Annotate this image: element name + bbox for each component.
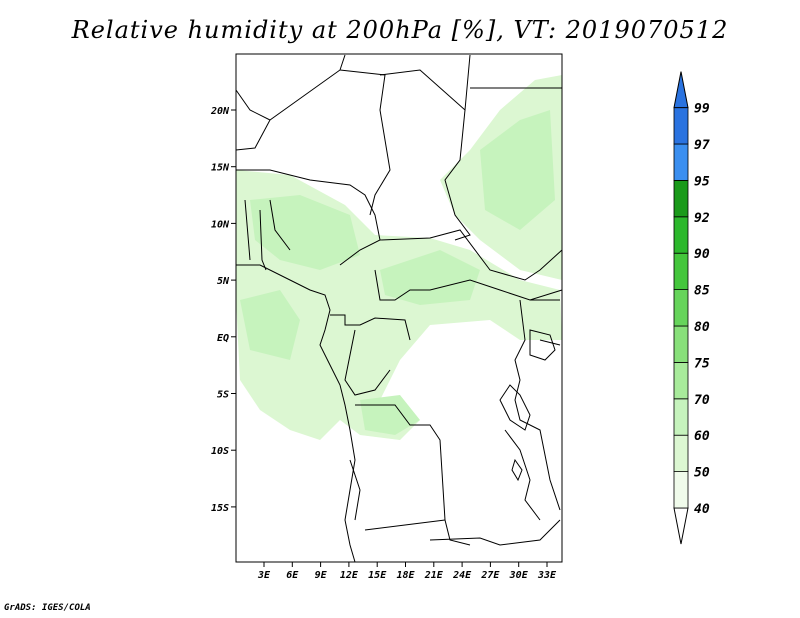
colorbar-level-label: 80 <box>694 320 710 335</box>
colorbar-segment <box>673 361 689 400</box>
colorbar-level-label: 97 <box>694 138 710 153</box>
lon-tick-label: 12E <box>340 570 359 581</box>
colorbar-level-label: 60 <box>694 429 710 444</box>
colorbar-level-label: 99 <box>694 102 710 117</box>
lon-tick-label: 33E <box>537 570 557 581</box>
colorbar-level-label: 70 <box>694 393 710 408</box>
colorbar-segment <box>673 143 689 181</box>
colorbar-level-label: 50 <box>694 466 710 481</box>
colorbar-segment <box>673 434 689 473</box>
colorbar-level-label: 92 <box>694 211 710 226</box>
colorbar-level-label: 75 <box>694 356 710 371</box>
colorbar: 40 50 60 70 75 80 85 90 92 95 97 99 <box>673 71 710 545</box>
colorbar-segment <box>673 289 689 327</box>
colorbar-level-label: 85 <box>694 284 710 299</box>
lon-tick-label: 15E <box>368 570 387 581</box>
grads-credit: GrADS: IGES/COLA <box>4 603 91 613</box>
humidity-core-2 <box>380 250 480 305</box>
lat-tick-label: 5N <box>217 276 230 287</box>
colorbar-level-label: 95 <box>694 174 710 189</box>
colorbar-segment <box>673 216 689 254</box>
colorbar-segment <box>673 471 689 509</box>
lat-tick-label: 10S <box>211 446 229 457</box>
coastline <box>236 264 556 563</box>
lon-tick-label: 24E <box>452 570 472 581</box>
lat-tick-label: 10N <box>211 219 230 230</box>
lat-tick-label: EQ <box>217 333 229 344</box>
map-frame <box>235 53 563 563</box>
lon-tick-label: 27E <box>480 570 500 581</box>
lat-tick-label: 15S <box>211 503 229 514</box>
humidity-shading <box>236 75 562 440</box>
colorbar-segment <box>673 325 689 363</box>
lat-tick-label: 20N <box>210 106 230 117</box>
lat-tick-label: 15N <box>211 163 230 174</box>
colorbar-segment <box>673 179 689 218</box>
country-borders <box>235 54 563 546</box>
lon-tick-label: 3E <box>257 570 271 581</box>
lat-tick-label: 5S <box>217 390 229 401</box>
colorbar-segment <box>673 107 689 145</box>
humidity-core-3 <box>480 110 555 230</box>
colorbar-segment <box>673 252 689 290</box>
colorbar-level-label: 40 <box>694 502 710 517</box>
colorbar-segment <box>673 398 689 436</box>
longitude-axis: 3E 6E 9E 12E 15E 18E 21E 24E 27E 30E 33E <box>257 562 557 581</box>
humidity-core-4 <box>240 290 300 360</box>
latitude-axis: 20N 15N 10N 5N EQ 5S 10S 15S <box>210 106 236 514</box>
colorbar-top-arrow <box>673 71 689 109</box>
colorbar-level-label: 90 <box>694 247 710 262</box>
lon-tick-label: 21E <box>424 570 444 581</box>
map-title: Relative humidity at 200hPa [%], VT: 201… <box>71 16 729 44</box>
lon-tick-label: 9E <box>315 570 328 581</box>
humidity-core-1 <box>250 195 360 270</box>
colorbar-bottom-arrow <box>673 507 689 545</box>
lon-tick-label: 6E <box>286 570 299 581</box>
lon-tick-label: 30E <box>509 570 529 581</box>
lon-tick-label: 18E <box>396 570 415 581</box>
